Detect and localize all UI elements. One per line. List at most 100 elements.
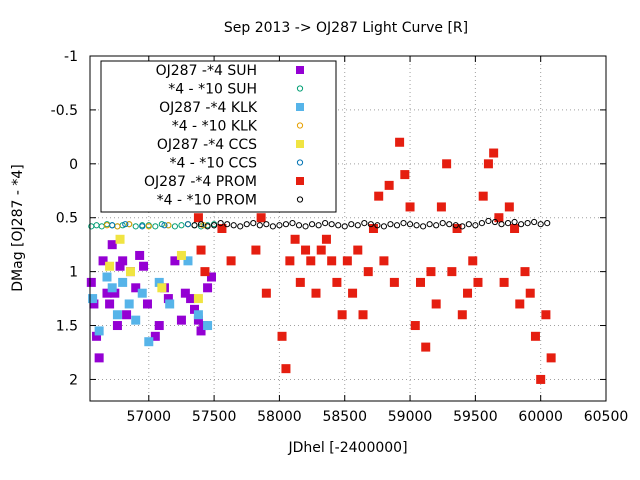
legend-label: *4 - *10 CCS [169, 156, 257, 172]
data-point [374, 191, 384, 201]
data-point [105, 299, 115, 309]
y-tick-label: 2 [69, 372, 78, 388]
data-point [226, 256, 236, 266]
data-point [290, 234, 300, 244]
data-point [463, 288, 473, 298]
x-tick-label: 60000 [518, 409, 563, 425]
data-point [203, 283, 213, 293]
data-point [105, 261, 115, 271]
data-point [102, 288, 112, 298]
data-point [498, 221, 505, 228]
legend-marker [296, 103, 304, 111]
data-point [193, 213, 203, 223]
data-point [256, 213, 266, 223]
data-point [524, 220, 531, 227]
data-point [224, 221, 231, 228]
data-point [170, 256, 180, 266]
x-tick-label: 58500 [322, 409, 367, 425]
data-point [131, 315, 141, 325]
data-point [354, 222, 361, 229]
legend-label: *4 - *10 PROM [157, 193, 257, 209]
legend-label: *4 - *10 SUH [168, 82, 257, 98]
data-point [541, 310, 551, 320]
data-point [384, 180, 394, 190]
data-point [196, 326, 206, 336]
data-point [353, 245, 363, 255]
data-point [452, 224, 462, 233]
data-point [295, 222, 303, 229]
data-point [261, 288, 271, 298]
data-point [510, 224, 520, 233]
data-point [118, 256, 128, 266]
data-point [525, 288, 535, 298]
data-point [171, 223, 179, 230]
data-point [405, 202, 415, 212]
data-point [478, 220, 485, 227]
data-point [131, 283, 141, 293]
data-point [150, 331, 160, 341]
data-point [337, 310, 347, 320]
data-point [211, 222, 218, 229]
data-point [165, 299, 175, 309]
legend-marker [296, 122, 304, 129]
data-point [183, 256, 193, 266]
data-point [263, 221, 270, 228]
data-point [94, 326, 104, 336]
x-tick-label: 60500 [584, 409, 629, 425]
data-point [206, 272, 216, 282]
data-point [132, 223, 139, 230]
data-point [88, 294, 98, 304]
data-point [115, 261, 125, 271]
data-point [315, 222, 322, 229]
data-point [86, 277, 96, 287]
y-tick-label: -0.5 [51, 103, 78, 119]
data-point [465, 221, 472, 228]
data-point [204, 223, 211, 230]
data-point [126, 221, 133, 228]
data-point [125, 267, 135, 277]
data-point [379, 256, 389, 266]
data-point [504, 220, 512, 227]
data-point [368, 224, 378, 233]
data-point [416, 277, 426, 287]
data-point [410, 321, 420, 331]
data-point [436, 202, 446, 212]
data-point [380, 223, 388, 230]
y-tick-label: 1 [69, 265, 78, 281]
series-7 [191, 217, 551, 230]
data-point [426, 221, 433, 228]
data-point [139, 261, 149, 271]
data-point [142, 299, 152, 309]
data-point [251, 245, 261, 255]
data-point [110, 288, 120, 298]
data-point [374, 222, 381, 229]
data-point [517, 221, 525, 228]
legend-label: OJ287 -*4 KLK [159, 100, 258, 116]
data-point [494, 213, 504, 223]
data-point [107, 283, 117, 293]
data-point [112, 310, 122, 320]
x-tick-label: 59500 [453, 409, 498, 425]
data-point [281, 364, 291, 374]
data-point [306, 256, 316, 266]
data-point [316, 245, 326, 255]
data-point [400, 220, 407, 227]
data-point [276, 222, 283, 229]
data-point [295, 277, 305, 287]
data-point [361, 220, 368, 227]
chart-title: Sep 2013 -> OJ287 Light Curve [R] [224, 20, 468, 36]
data-point [327, 256, 337, 266]
data-point [483, 159, 493, 169]
data-point [109, 222, 116, 229]
data-point [98, 256, 108, 266]
x-tick-label: 58000 [257, 409, 302, 425]
data-point [92, 331, 102, 341]
data-point [107, 240, 117, 250]
data-point [311, 288, 321, 298]
data-point [457, 310, 467, 320]
legend-label: *4 - *10 KLK [172, 119, 258, 135]
series-5 [109, 221, 192, 230]
data-point [157, 283, 167, 293]
data-point [184, 221, 192, 228]
data-point [137, 288, 147, 298]
